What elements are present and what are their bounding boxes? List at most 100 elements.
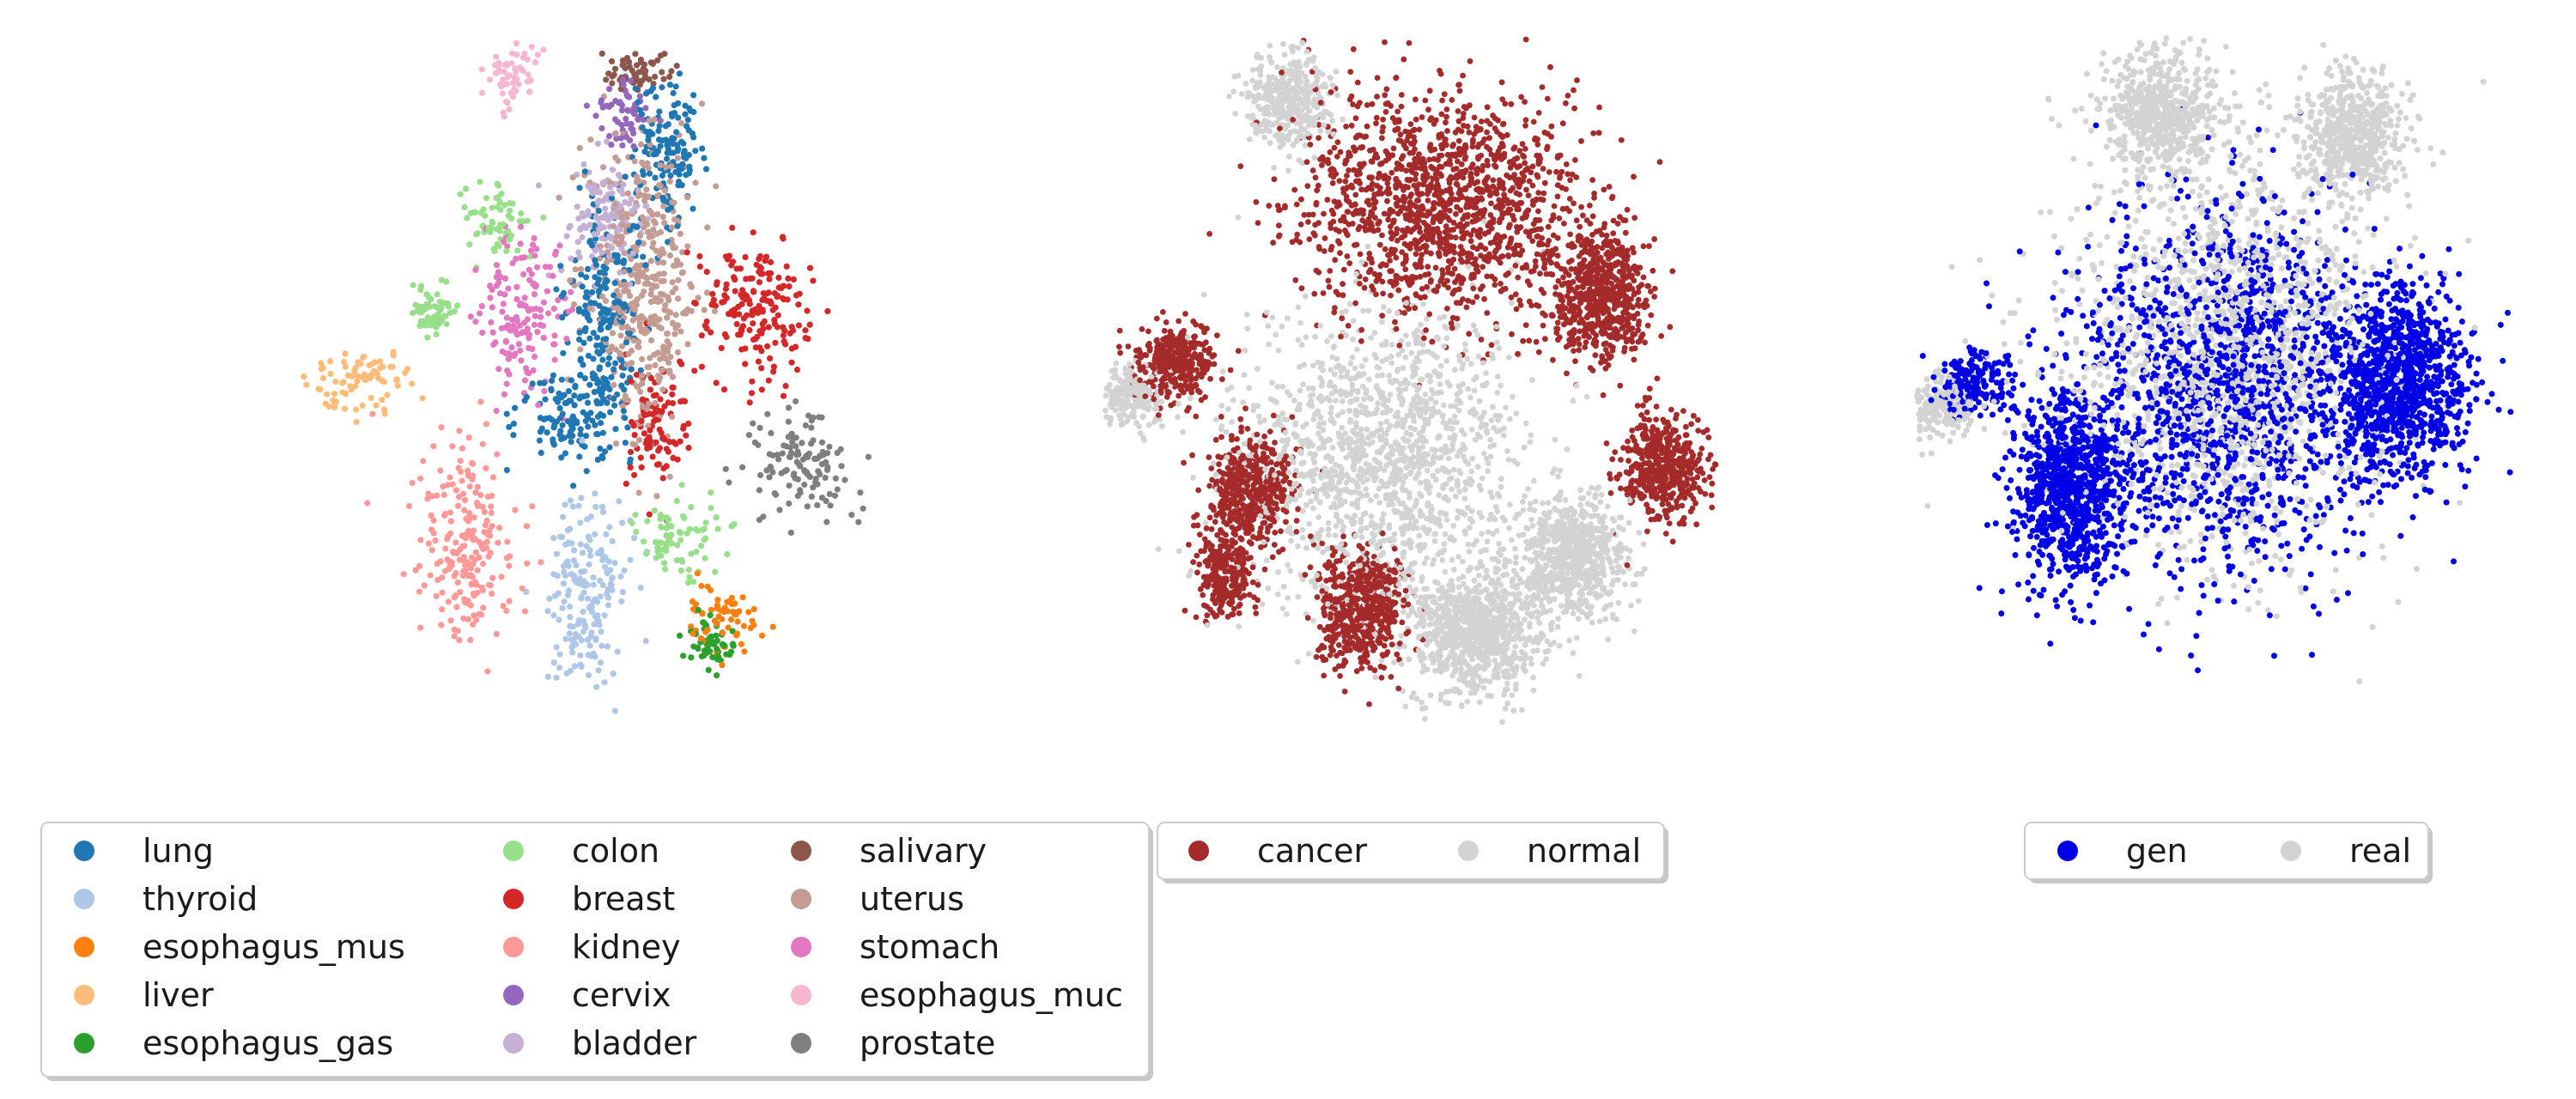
scatter-point-thyroid — [550, 534, 557, 542]
scatter-point-thyroid — [608, 581, 615, 588]
scatter-point-uterus — [657, 290, 665, 297]
scatter-point-uterus — [621, 250, 628, 257]
scatter-point-lung — [603, 276, 610, 283]
scatter-point-lung — [581, 375, 588, 382]
scatter-point-salivary — [598, 50, 605, 57]
scatter-point-bladder — [620, 181, 627, 188]
scatter-point-esophagus_gas — [714, 646, 720, 653]
scatter-point-uterus — [650, 240, 657, 246]
scatter-point-breast — [649, 453, 656, 460]
scatter-point-kidney — [523, 523, 531, 530]
scatter-point-cancer — [1646, 243, 1652, 249]
scatter-point-stomach — [521, 319, 528, 326]
scatter-point-uterus — [646, 363, 653, 370]
scatter-point-stomach — [531, 321, 538, 328]
scatter-point-breast — [657, 396, 664, 403]
scatter-point-uterus — [654, 211, 661, 218]
scatter-point-colon — [421, 318, 428, 325]
scatter-point-thyroid — [561, 598, 568, 605]
scatter-point-lung — [583, 288, 590, 295]
scatter-point-breast — [759, 308, 766, 315]
scatter-point-cancer — [1332, 257, 1339, 264]
scatter-point-breast — [742, 253, 749, 261]
scatter-point-cancer — [1192, 350, 1198, 357]
scatter-point-uterus — [656, 376, 663, 383]
scatter-point-kidney — [453, 487, 460, 494]
scatter-point-colon — [712, 568, 719, 575]
scatter-point-normal — [1555, 616, 1561, 622]
scatter-point-prostate — [838, 463, 845, 470]
scatter-point-lung — [607, 409, 614, 416]
scatter-point-liver — [319, 365, 326, 372]
scatter-point-kidney — [482, 522, 489, 529]
scatter-point-breast — [788, 359, 795, 366]
scatter-point-uterus — [666, 252, 674, 259]
scatter-point-colon — [517, 218, 524, 225]
scatter-point-liver — [419, 395, 426, 402]
scatter-point-uterus — [671, 216, 678, 223]
scatter-point-kidney — [467, 565, 474, 572]
scatter-point-breast — [749, 378, 756, 385]
scatter-point-prostate — [811, 455, 818, 463]
scatter-point-liver — [376, 365, 384, 372]
scatter-point-breast — [802, 327, 809, 334]
scatter-point-uterus — [656, 316, 663, 323]
scatter-point-kidney — [484, 668, 491, 675]
scatter-point-cancer — [1340, 533, 1346, 540]
scatter-point-breast — [685, 445, 692, 452]
scatter-point-prostate — [793, 398, 799, 405]
scatter-point-kidney — [462, 562, 469, 569]
scatter-point-uterus — [675, 295, 682, 302]
scatter-point-breast — [786, 283, 793, 290]
scatter-point-breast — [665, 448, 672, 455]
scatter-point-stomach — [542, 264, 550, 270]
scatter-point-lung — [563, 399, 570, 406]
scatter-point-lung — [557, 263, 564, 270]
scatter-point-esophagus_muc — [495, 61, 502, 68]
scatter-point-esophagus_gas — [709, 653, 716, 661]
scatter-point-bladder — [563, 233, 570, 240]
scatter-point-esophagus_muc — [486, 76, 494, 83]
scatter-point-cancer — [1278, 528, 1284, 535]
scatter-point-normal — [1409, 576, 1416, 582]
scatter-point-uterus — [631, 158, 638, 165]
scatter-point-kidney — [425, 540, 432, 547]
scatter-point-uterus — [711, 307, 719, 314]
scatter-point-esophagus_muc — [528, 43, 535, 51]
scatter-point-colon — [701, 537, 708, 543]
scatter-point-cancer — [1656, 159, 1663, 166]
scatter-point-liver — [389, 363, 396, 370]
scatter-point-kidney — [430, 517, 437, 524]
scatter-point-kidney — [477, 398, 484, 405]
scatter-point-esophagus_muc — [526, 88, 533, 95]
scatter-point-breast — [732, 288, 738, 294]
scatter-point-kidney — [440, 491, 447, 499]
scatter-point-uterus — [631, 265, 639, 272]
scatter-point-stomach — [472, 319, 479, 325]
scatter-point-cancer — [1311, 290, 1318, 297]
scatter-point-cancer — [1618, 485, 1624, 492]
scatter-point-uterus — [634, 173, 641, 180]
scatter-point-cancer — [1523, 186, 1529, 193]
scatter-point-lung — [548, 387, 555, 394]
scatter-point-thyroid — [570, 557, 578, 564]
scatter-point-kidney — [417, 537, 424, 543]
scatter-point-colon — [474, 230, 481, 237]
scatter-point-bladder — [642, 203, 649, 209]
scatter-point-colon — [518, 210, 525, 217]
scatter-point-stomach — [503, 314, 511, 321]
scatter-point-uterus — [619, 403, 627, 410]
scatter-point-thyroid — [550, 612, 557, 619]
scatter-point-normal — [1426, 622, 1433, 628]
scatter-point-colon — [433, 304, 440, 311]
scatter-point-uterus — [652, 361, 659, 368]
scatter-point-uterus — [624, 190, 632, 197]
scatter-point-thyroid — [637, 585, 644, 592]
scatter-point-cancer — [1413, 116, 1419, 123]
scatter-point-lung — [597, 420, 605, 427]
scatter-point-lung — [589, 242, 596, 249]
scatter-point-thyroid — [556, 533, 563, 540]
scatter-point-cervix — [626, 94, 633, 100]
scatter-point-lung — [655, 127, 662, 134]
scatter-point-prostate — [860, 505, 866, 512]
